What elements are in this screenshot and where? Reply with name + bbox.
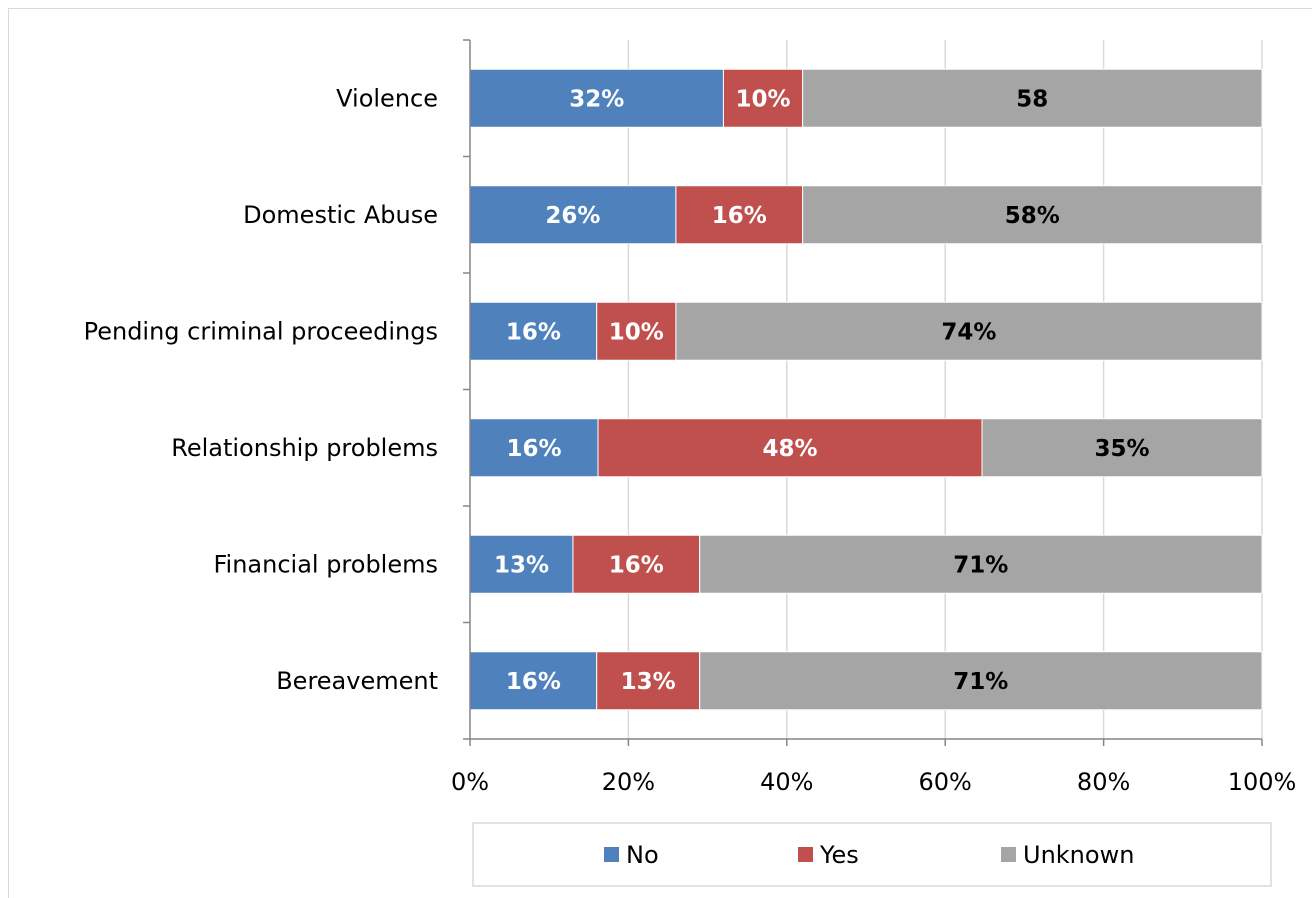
legend-label: No — [626, 841, 659, 869]
data-label: 16% — [609, 552, 664, 578]
data-label: 16% — [506, 436, 561, 462]
gridlines — [627, 40, 1263, 739]
category-label: Violence — [336, 84, 438, 112]
bar-segment-no — [469, 418, 599, 478]
x-tick-label: 80% — [1077, 768, 1130, 796]
bar-segment-no — [469, 651, 598, 711]
category-label: Financial problems — [213, 550, 438, 578]
x-tick-label: 40% — [760, 768, 813, 796]
legend-label: Unknown — [1023, 841, 1134, 869]
bar-segment-unknown — [802, 68, 1263, 128]
data-label: 26% — [545, 203, 600, 229]
data-label: 74% — [941, 319, 996, 345]
data-label: 16% — [506, 319, 561, 345]
bar-segment-yes — [596, 651, 701, 711]
category-label: Relationship problems — [171, 434, 438, 462]
bar-segment-no — [469, 534, 574, 594]
category-labels: Violence Domestic Abuse Pending criminal p… — [84, 84, 438, 695]
data-label: 13% — [621, 669, 676, 695]
legend-swatch-unknown — [1001, 847, 1016, 862]
data-label: 13% — [494, 552, 549, 578]
bar-segment-yes — [597, 418, 983, 478]
chart-frame — [8, 8, 1312, 898]
legend-swatch-no — [604, 847, 619, 862]
legend-box — [472, 822, 1272, 887]
bar-segment-unknown — [699, 651, 1263, 711]
x-tick-label: 0% — [451, 768, 489, 796]
bar-segment-no — [469, 301, 598, 361]
bar-segment-yes — [572, 534, 701, 594]
category-label: Pending criminal proceedings — [84, 317, 438, 345]
data-label: 10% — [609, 319, 664, 345]
data-label: 32% — [569, 86, 624, 112]
legend-label: Yes — [819, 841, 859, 869]
bar-segment-unknown — [675, 301, 1263, 361]
data-label: 10% — [736, 86, 791, 112]
data-label: 16% — [506, 669, 561, 695]
x-tick-label: 100% — [1228, 768, 1297, 796]
x-tick-label: 20% — [602, 768, 655, 796]
legend-swatch-yes — [798, 847, 813, 862]
bar-segment-unknown — [981, 418, 1263, 478]
bar-segment-yes — [596, 301, 677, 361]
data-label: 48% — [762, 436, 817, 462]
bar-segment-unknown — [802, 185, 1263, 245]
category-label: Domestic Abuse — [243, 201, 438, 229]
category-label: Bereavement — [276, 667, 438, 695]
axes — [463, 39, 1263, 746]
bars — [469, 68, 1263, 711]
bar-segment-unknown — [699, 534, 1263, 594]
bar-segment-no — [469, 68, 724, 128]
data-label: 71% — [953, 552, 1008, 578]
data-label: 35% — [1094, 436, 1149, 462]
bar-segment-yes — [675, 185, 804, 245]
data-labels: 32% 10% 58 26% 16% 58% 16% 10% 74% 16% 48% 35% 13% 16… — [494, 86, 1150, 695]
data-label: 58% — [1005, 203, 1060, 229]
x-tick-labels: 0% 20% 40% 60% 80% 100% — [451, 768, 1296, 796]
legend: No Yes Unknown — [472, 822, 1272, 887]
data-label: 58 — [1016, 86, 1048, 112]
data-label: 71% — [953, 669, 1008, 695]
data-label: 16% — [712, 203, 767, 229]
x-tick-label: 60% — [919, 768, 972, 796]
